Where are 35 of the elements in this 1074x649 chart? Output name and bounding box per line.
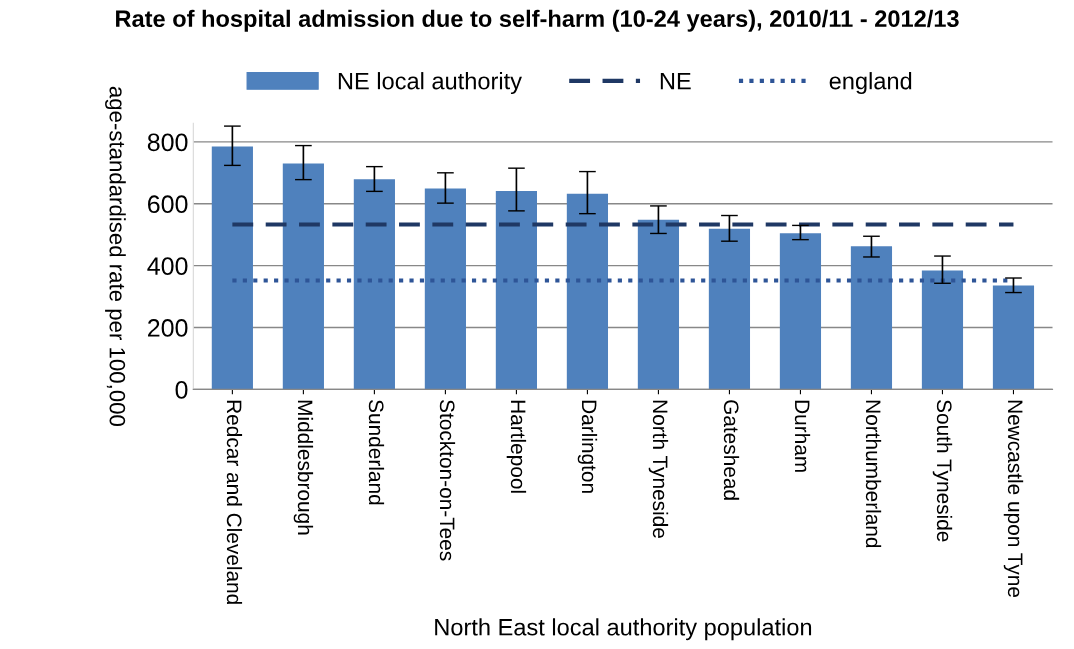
bar [850,246,893,390]
y-tick-label: 800 [147,133,188,152]
bar [211,146,253,390]
x-tick-label: Durham [794,400,811,472]
x-tick-label: Sunderland [368,400,385,505]
chart-title: Rate of hospital admission due to self-harm (10-24 years), 2010/11 - 2012/13 [116,9,959,32]
bar [992,285,1035,390]
x-tick-label: Hartlepool [506,400,527,493]
bar [495,191,537,390]
x-axis-title: North East local authority population [435,618,812,641]
x-tick-label: Northumberland [865,400,882,548]
bar [921,270,964,390]
x-tick-label: Stockton-on-Tees [439,400,456,561]
bar [637,219,680,390]
x-tick-label: Redcar and Cleveland [226,400,243,604]
legend-label: NE [660,72,691,90]
legend-label: england [829,72,912,95]
y-tick-label: 200 [148,319,188,337]
y-tick-label: 0 [175,381,188,399]
y-axis-title: age-standardised rate per 100,000 [105,86,126,426]
bar [779,233,822,390]
x-tick-label: Middlesbrough [293,400,314,535]
y-tick-label: 400 [147,257,188,275]
x-tick-label: North Tyneside [648,400,669,538]
x-tick-label: Gateshead [723,400,740,500]
legend-label: NE local authority [338,72,522,95]
bar [282,163,324,390]
x-tick-label: Darlington [577,400,598,493]
bar [424,188,466,390]
bar [566,193,609,390]
bar [353,179,395,390]
x-tick-label: South Tyneside [932,400,953,542]
bar [708,228,751,390]
y-tick-label: 600 [148,195,188,214]
x-tick-label: Newcastle upon Tyne [1003,400,1024,598]
